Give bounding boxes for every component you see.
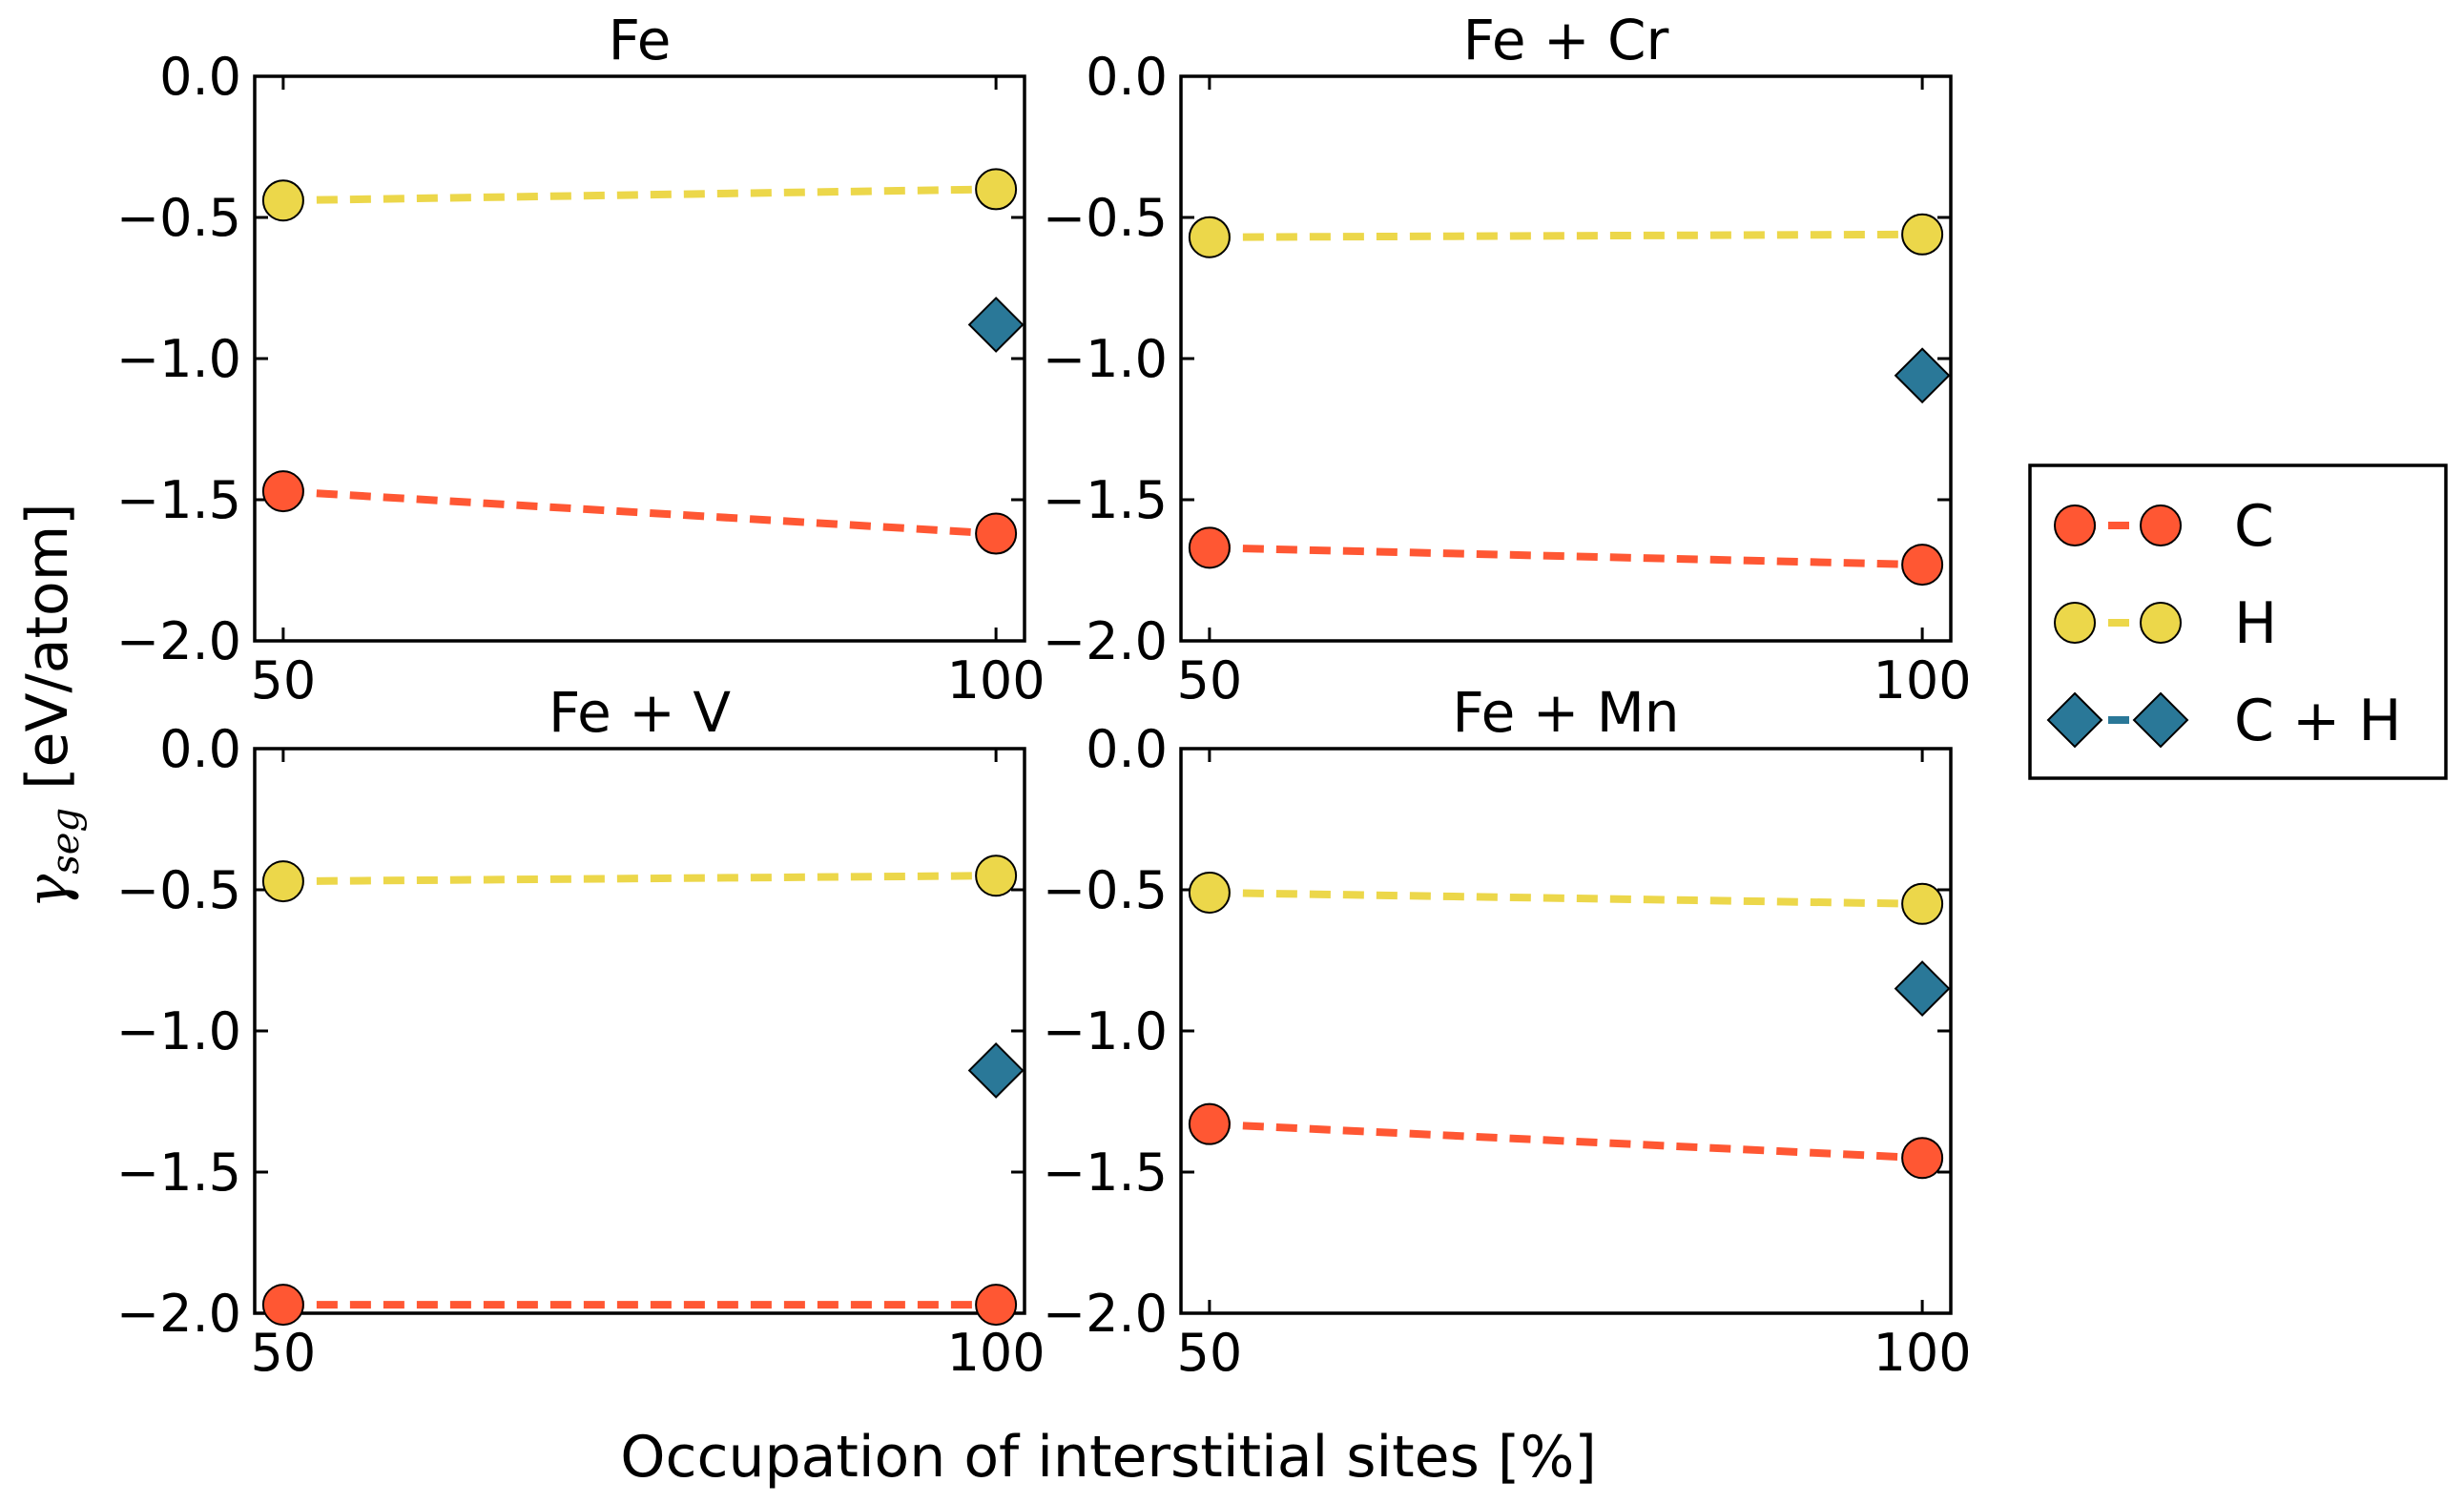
data-point-h-fe-cr [1901,213,1944,256]
panel-fe: Fe 0.0 −0.5 −1.0 −1.5 −2.050 100 [116,8,1046,710]
panel-title-fe-v: Fe + V [549,680,731,745]
legend: CH C + H [2028,463,2448,780]
data-point-h-fe-mn [1188,871,1231,914]
x-tick-label-fe-v: 50 [251,1323,317,1383]
y-axis-symbol: γ [14,875,81,909]
y-tick-label-fe-cr: −1.5 [1043,470,1168,530]
plot-frame-fe-mn [1179,747,1953,1315]
y-tick-label-fe-v: −1.5 [116,1143,241,1203]
y-tick-label-fe-v: 0.0 [159,719,241,779]
y-axis-label: γseg [eV/atom] [14,503,88,908]
data-point-c-h-fe-v [967,1042,1025,1099]
legend-marker-h [2054,602,2096,644]
x-tick-label-fe-mn: 50 [1177,1323,1243,1383]
plot-frame-fe-cr [1179,74,1953,643]
panel-fe-mn: Fe + Mn 0.0 −0.5 −1.0 −1.5 −2.050 100 [1043,680,1972,1383]
x-tick-label-fe-cr: 50 [1177,650,1243,710]
legend-marker-c [2054,504,2096,546]
data-point-c-h-fe-mn [1894,960,1951,1018]
y-tick-label-fe-cr: −1.0 [1043,329,1168,389]
panel-title-fe: Fe [609,8,672,72]
series-line-h-fe-cr [1209,230,1923,241]
y-tick-label-fe-mn: 0.0 [1086,719,1168,779]
y-tick-label-fe-cr: −0.5 [1043,188,1168,248]
y-tick-label-fe-mn: −1.0 [1043,1001,1168,1061]
data-point-c-h-fe-cr [1894,347,1951,404]
data-point-c-fe [261,470,304,513]
y-tick-label-fe-cr: −2.0 [1043,611,1168,671]
panel-title-fe-mn: Fe + Mn [1452,680,1679,745]
y-tick-label-fe-mn: −2.0 [1043,1284,1168,1344]
data-point-h-fe-v [975,854,1018,897]
y-tick-label-fe-cr: 0.0 [1086,47,1168,107]
y-tick-label-fe: −0.5 [116,188,241,248]
data-point-c-h-fe [967,297,1025,353]
legend-label-h: H [2234,590,2277,657]
x-tick-label-fe: 50 [251,650,317,710]
y-axis-unit: [eV/atom] [14,503,81,808]
panel-fe-cr: Fe + Cr 0.0 −0.5 −1.0 −1.5 −2.050 100 [1043,8,1972,710]
x-tick-label-fe-v: 100 [947,1323,1046,1383]
y-tick-label-fe-v: −0.5 [116,860,241,920]
plot-frame-fe-v [253,747,1026,1315]
data-point-c-fe [975,512,1018,555]
data-point-h-fe-mn [1901,882,1944,925]
data-point-c-fe-mn [1188,1102,1231,1145]
legend-frame [2028,463,2448,780]
data-point-c-fe-mn [1901,1137,1944,1180]
plot-frame-fe [253,74,1026,643]
y-tick-label-fe-v: −2.0 [116,1284,241,1344]
legend-label-c-h: C + H [2234,688,2401,754]
legend-marker-h [2140,602,2182,644]
series-line-h-fe-mn [1209,888,1923,908]
x-axis-label: Occupation of interstitial sites [%] [620,1424,1597,1491]
data-point-h-fe [261,179,304,222]
y-tick-label-fe-mn: −0.5 [1043,860,1168,920]
series-line-h-fe-v [282,872,997,886]
y-tick-label-fe: −2.0 [116,611,241,671]
series-line-c-fe-mn [1209,1120,1923,1163]
legend-marker-c-h [2046,691,2103,749]
data-point-c-fe-cr [1188,526,1231,569]
series-line-h-fe [282,185,997,205]
y-tick-label-fe: 0.0 [159,47,241,107]
y-tick-label-fe: −1.0 [116,329,241,389]
data-point-c-fe-cr [1901,544,1944,587]
data-point-c-fe-v [261,1284,304,1327]
panel-title-fe-cr: Fe + Cr [1463,8,1669,72]
legend-label-c: C [2234,493,2274,560]
y-tick-label-fe: −1.5 [116,470,241,530]
x-tick-label-fe-cr: 100 [1874,650,1972,710]
legend-marker-c-h [2132,691,2189,749]
y-tick-label-fe-v: −1.0 [116,1001,241,1061]
legend-marker-c [2140,504,2182,546]
x-tick-label-fe-mn: 100 [1874,1323,1972,1383]
series-line-c-fe [282,487,997,538]
data-point-h-fe-v [261,860,304,903]
x-tick-label-fe: 100 [947,650,1046,710]
series-line-c-fe-cr [1209,544,1923,569]
data-point-h-fe [975,168,1018,211]
panel-fe-v: Fe + V 0.0 −0.5 −1.0 −1.5 −2.050 100 [116,680,1046,1383]
data-point-c-fe-v [975,1284,1018,1327]
data-point-h-fe-cr [1188,216,1231,258]
y-tick-label-fe-mn: −1.5 [1043,1143,1168,1203]
y-axis-subscript: seg [44,808,88,875]
